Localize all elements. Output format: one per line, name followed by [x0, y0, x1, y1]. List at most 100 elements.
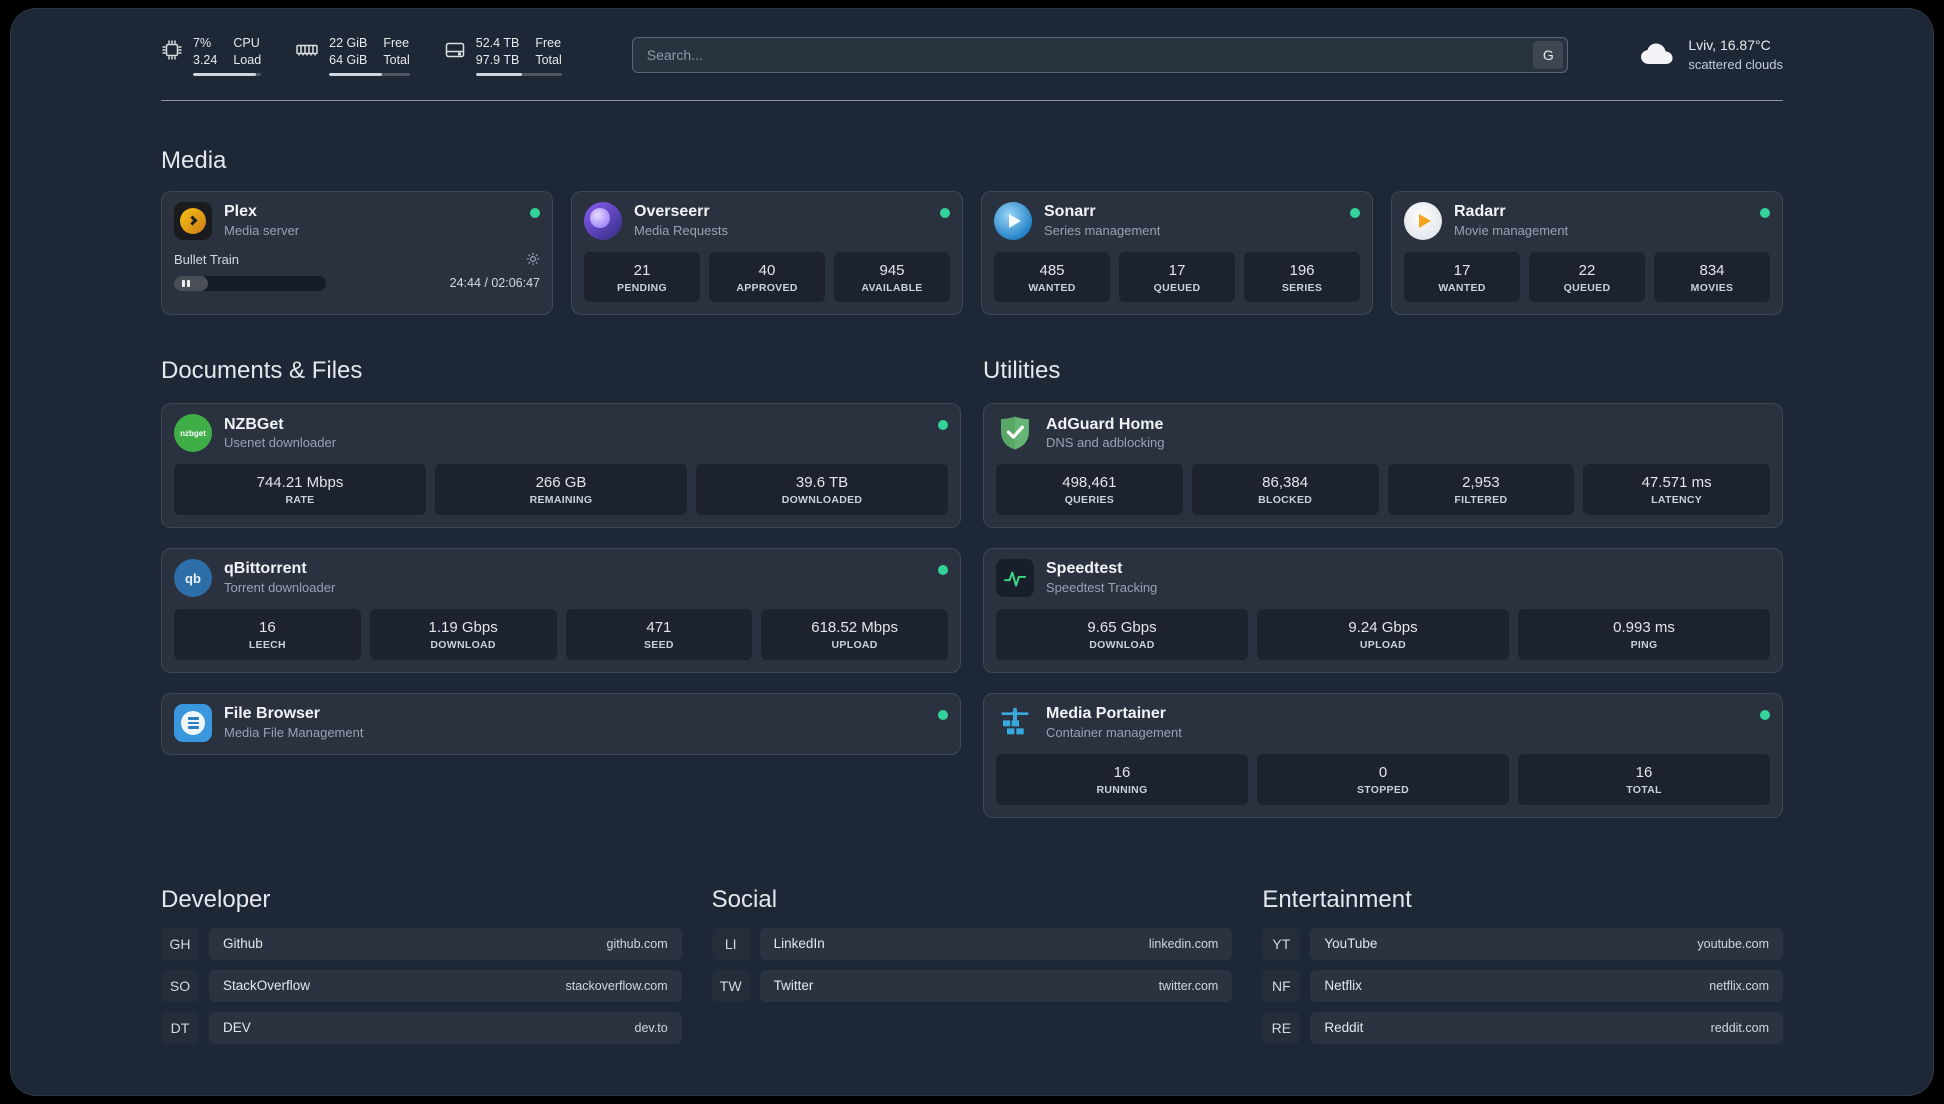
section-title-utilities: Utilities	[983, 357, 1061, 385]
service-desc: Container management	[1046, 724, 1182, 740]
service-card-adguard[interactable]: AdGuard Home DNS and adblocking 498,461 …	[983, 403, 1783, 529]
service-desc: Media Requests	[634, 222, 728, 238]
stat-running: 16 RUNNING	[996, 753, 1248, 805]
stat-latency: 47.571 ms LATENCY	[1583, 464, 1770, 516]
bookmark-row-twitter: TW Twitter twitter.com	[712, 969, 1233, 1002]
service-name: Sonarr	[1044, 202, 1096, 220]
bookmark-link-netflix[interactable]: Netflix netflix.com	[1310, 969, 1783, 1002]
service-desc: Media server	[224, 222, 300, 238]
service-desc: Torrent downloader	[224, 580, 336, 596]
section-utilities: Utilities AdGuard Home	[983, 357, 1783, 818]
playback-progress-fill	[174, 275, 208, 291]
stat-wanted: 485 WANTED	[994, 251, 1110, 303]
overseerr-icon	[584, 201, 622, 240]
service-card-portainer[interactable]: Media Portainer Container management 16 …	[983, 692, 1783, 818]
radarr-icon	[1404, 201, 1442, 240]
service-name: AdGuard Home	[1046, 415, 1164, 433]
stat-filtered: 2,953 FILTERED	[1387, 464, 1575, 516]
stat-upload: 618.52 Mbps UPLOAD	[761, 609, 948, 660]
bookmark-group-entertainment: Entertainment YT YouTube youtube.com NF …	[1262, 886, 1783, 1054]
plex-icon	[174, 201, 212, 240]
gear-icon[interactable]	[526, 252, 540, 266]
search-provider-button[interactable]: G	[1533, 41, 1564, 70]
now-playing-title: Bullet Train	[174, 251, 240, 267]
bookmark-group-developer: Developer GH Github github.com SO StackO…	[161, 886, 682, 1054]
sonarr-icon	[994, 201, 1032, 240]
stat-total: 16 TOTAL	[1518, 753, 1770, 805]
weather-location: Lviv, 16.87°C	[1688, 37, 1771, 54]
stat-wanted: 17 WANTED	[1404, 251, 1520, 303]
bookmark-abbr: DT	[161, 1012, 199, 1044]
status-dot-online	[1350, 207, 1360, 218]
pause-icon[interactable]	[182, 279, 190, 287]
service-name: Overseerr	[634, 202, 710, 220]
service-name: Radarr	[1454, 202, 1506, 220]
service-desc: Speedtest Tracking	[1046, 580, 1158, 596]
status-dot-online	[938, 420, 948, 431]
qbittorrent-icon: qb	[174, 559, 212, 598]
portainer-icon	[996, 704, 1034, 742]
section-documents: Documents & Files nzbget NZBGet Usenet d…	[161, 357, 961, 755]
cpu-load-label: Load	[233, 52, 262, 67]
disk-free-label: Free	[535, 36, 562, 50]
stat-queries: 498,461 QUERIES	[996, 464, 1183, 516]
section-title-documents: Documents & Files	[161, 357, 363, 385]
memory-meter	[329, 72, 410, 76]
bookmark-link-youtube[interactable]: YouTube youtube.com	[1310, 927, 1783, 960]
weather-condition: scattered clouds	[1688, 57, 1783, 73]
nzbget-icon: nzbget	[174, 414, 212, 453]
status-dot-online	[938, 709, 948, 720]
bookmark-abbr: LI	[712, 928, 750, 960]
memory-total-value: 64 GiB	[329, 52, 368, 67]
stat-remaining: 266 GB REMAINING	[435, 464, 687, 516]
weather-widget: Lviv, 16.87°C scattered clouds	[1638, 36, 1783, 74]
status-dot-online	[938, 565, 948, 576]
bookmark-link-stackoverflow[interactable]: StackOverflow stackoverflow.com	[209, 969, 682, 1002]
bookmark-link-linkedin[interactable]: LinkedIn linkedin.com	[759, 927, 1233, 960]
service-card-speedtest[interactable]: Speedtest Speedtest Tracking 9.65 Gbps D…	[983, 548, 1783, 673]
status-dot-online	[1760, 709, 1770, 720]
service-desc: Series management	[1044, 222, 1161, 238]
status-dot-online	[940, 207, 950, 218]
playback-progress-bar[interactable]	[174, 275, 326, 291]
stat-available: 945 AVAILABLE	[834, 251, 950, 303]
service-card-plex[interactable]: Plex Media server Bullet Train	[161, 190, 553, 316]
service-card-sonarr[interactable]: Sonarr Series management 485 WANTED 17 Q…	[981, 190, 1373, 316]
service-name: Media Portainer	[1046, 704, 1167, 722]
bookmark-row-dev: DT DEV dev.to	[161, 1011, 682, 1044]
stat-download: 9.65 Gbps DOWNLOAD	[996, 609, 1248, 660]
stat-approved: 40 APPROVED	[709, 251, 825, 303]
bookmark-link-twitter[interactable]: Twitter twitter.com	[759, 969, 1233, 1002]
cpu-icon	[161, 39, 183, 61]
bookmark-link-reddit[interactable]: Reddit reddit.com	[1310, 1011, 1783, 1044]
service-card-overseerr[interactable]: Overseerr Media Requests 21 PENDING 40 A…	[571, 190, 963, 316]
stat-pending: 21 PENDING	[584, 251, 700, 303]
bookmark-group-social: Social LI LinkedIn linkedin.com TW Twitt…	[712, 886, 1233, 1054]
service-name: qBittorrent	[224, 560, 307, 578]
search-bar: G	[631, 37, 1569, 74]
service-card-filebrowser[interactable]: File Browser Media File Management	[161, 692, 961, 755]
section-title-social: Social	[711, 885, 778, 913]
search-input[interactable]	[632, 38, 1534, 73]
stat-ping: 0.993 ms PING	[1518, 609, 1770, 660]
service-card-radarr[interactable]: Radarr Movie management 17 WANTED 22 QUE…	[1391, 190, 1783, 316]
section-media: Media Plex Media server	[161, 147, 1783, 316]
playback-time: 24:44 / 02:06:47	[449, 276, 540, 291]
bookmark-row-stackoverflow: SO StackOverflow stackoverflow.com	[161, 969, 682, 1002]
bookmark-link-dev[interactable]: DEV dev.to	[209, 1011, 682, 1044]
service-desc: Usenet downloader	[224, 435, 337, 451]
disk-widget: 52.4 TB 97.9 TB Free Total	[444, 35, 562, 76]
stat-blocked: 86,384 BLOCKED	[1191, 464, 1379, 516]
service-card-qbittorrent[interactable]: qb qBittorrent Torrent downloader 16 LEE…	[161, 548, 961, 673]
stat-stopped: 0 STOPPED	[1257, 753, 1509, 805]
stat-queued: 22 QUEUED	[1529, 251, 1645, 303]
service-desc: Media File Management	[224, 724, 364, 740]
service-card-nzbget[interactable]: nzbget NZBGet Usenet downloader 744.21 M…	[161, 403, 961, 529]
stat-downloaded: 39.6 TB DOWNLOADED	[696, 464, 948, 516]
cpu-label: CPU	[233, 36, 260, 50]
section-title-media: Media	[161, 146, 227, 174]
bookmark-row-linkedin: LI LinkedIn linkedin.com	[712, 927, 1233, 960]
bookmark-link-github[interactable]: Github github.com	[209, 927, 682, 960]
service-name: Speedtest	[1046, 560, 1123, 578]
stat-upload: 9.24 Gbps UPLOAD	[1257, 609, 1509, 660]
